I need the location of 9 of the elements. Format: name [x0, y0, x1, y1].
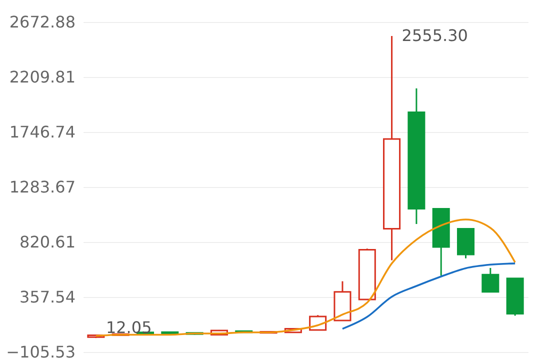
y-tick-label: 1283.67 — [9, 178, 76, 196]
y-tick-label: 2209.81 — [9, 68, 76, 86]
y-tick-label: 2672.88 — [9, 12, 76, 32]
annotation: 2555.30 — [402, 26, 468, 45]
annotation: 12.05 — [106, 318, 152, 338]
y-tick-label: −105.53 — [6, 342, 76, 362]
y-tick-label: 357.54 — [20, 288, 76, 306]
y-tick-label: 820.61 — [20, 232, 76, 252]
y-tick-label: 1746.74 — [9, 122, 76, 142]
